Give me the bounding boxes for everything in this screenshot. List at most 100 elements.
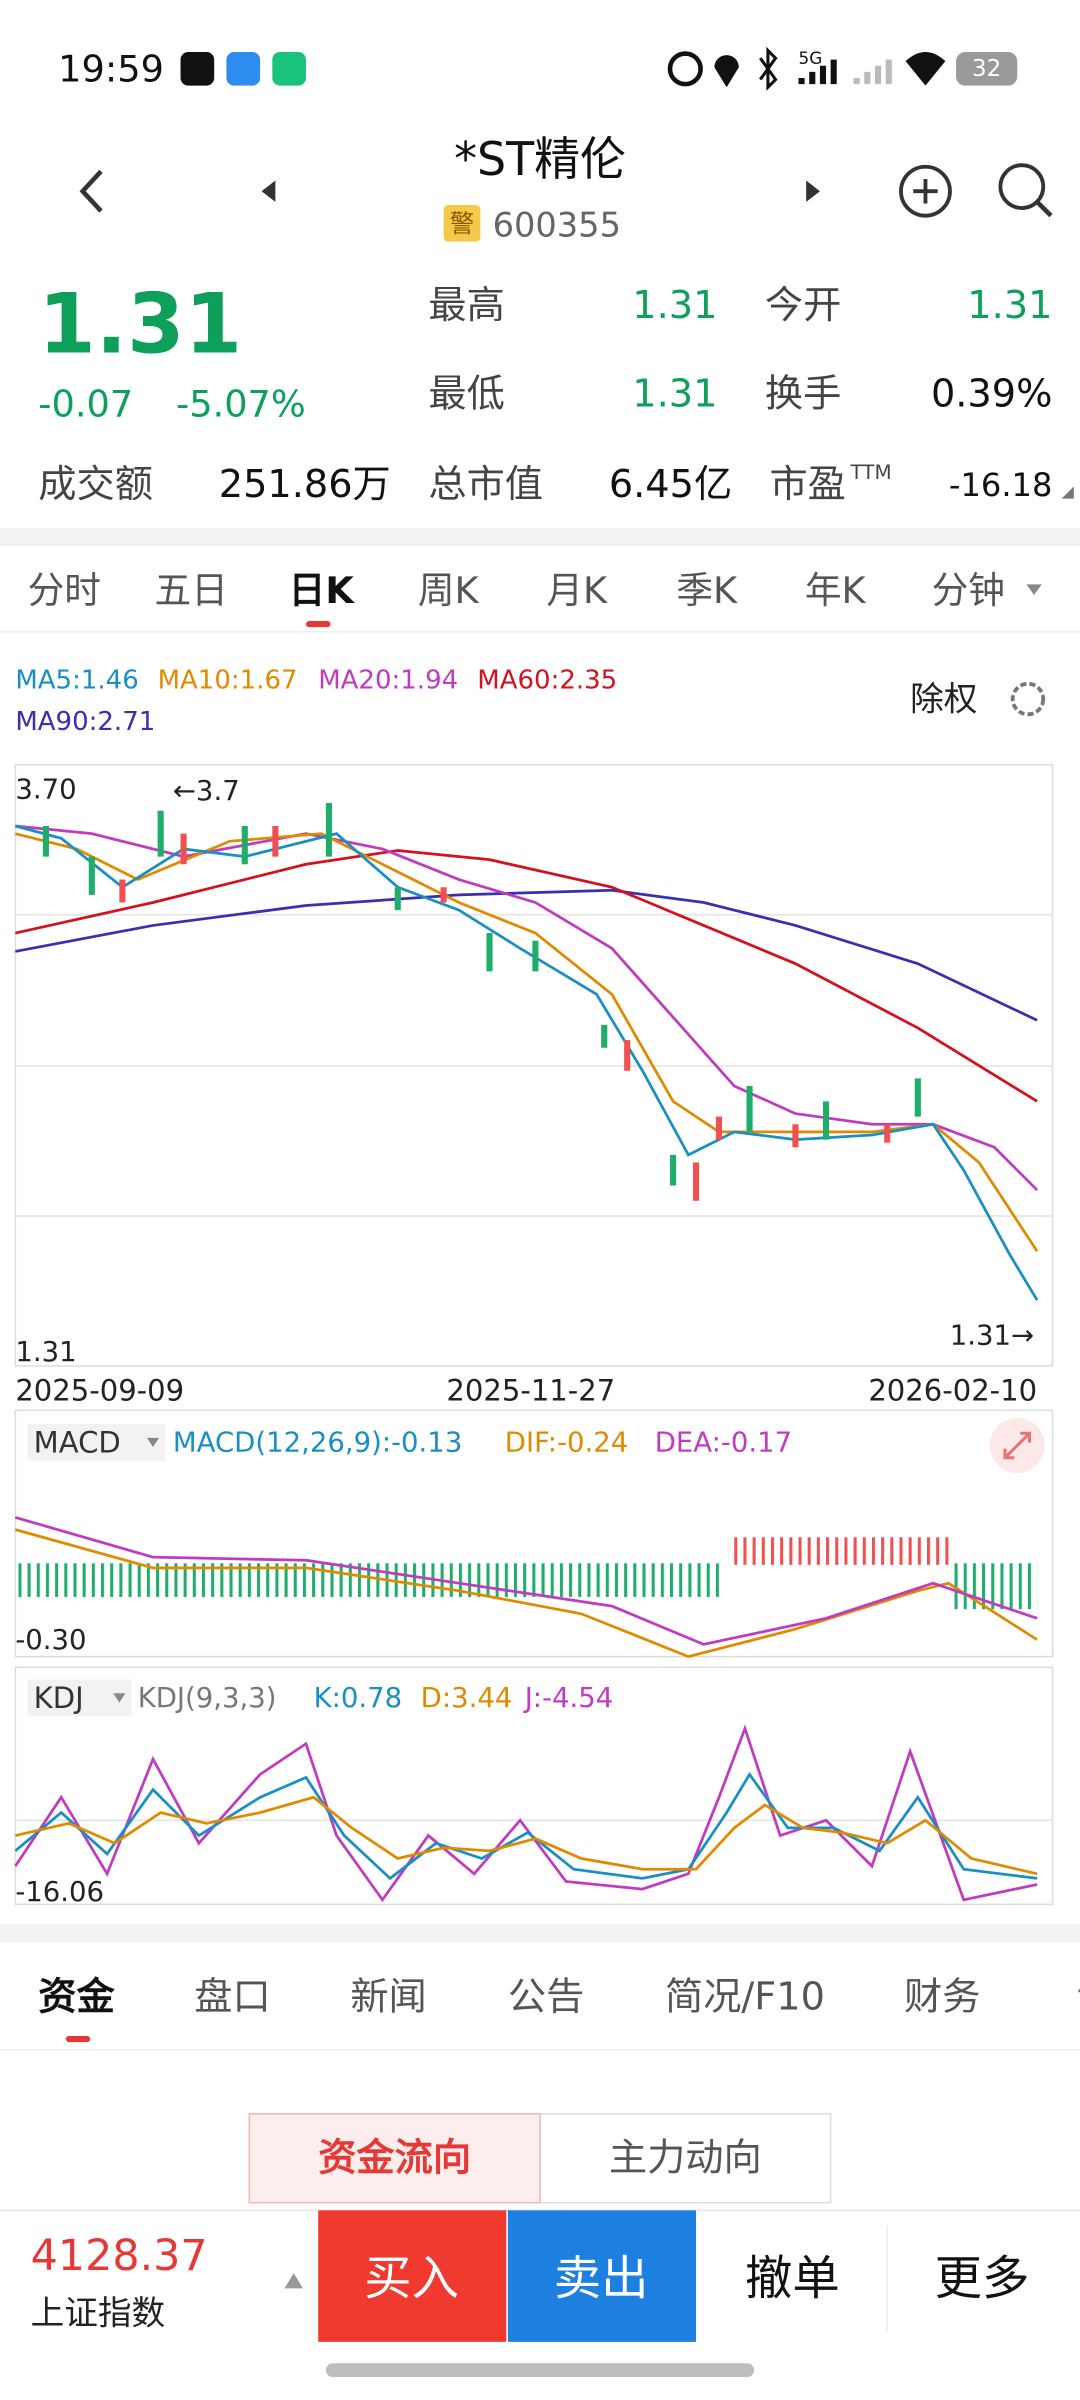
info-tab[interactable]: 新闻 xyxy=(350,1976,426,2020)
next-stock[interactable] xyxy=(806,180,820,202)
indicator-selector[interactable] xyxy=(27,1424,166,1461)
label: 今开 xyxy=(765,284,841,328)
divider xyxy=(0,1924,1080,1943)
macd-chart xyxy=(14,1409,1054,1659)
divider xyxy=(0,527,1080,547)
axis-label: -16.06 xyxy=(15,1876,104,1908)
dropdown-arrow xyxy=(1026,584,1042,596)
buy-label[interactable]: 买入 xyxy=(364,2252,459,2307)
index-value[interactable]: 4128.37 xyxy=(31,2231,208,2281)
date-label: 2026-02-10 xyxy=(868,1373,1037,1407)
back-button[interactable] xyxy=(79,169,103,213)
change: -0.07 xyxy=(38,382,133,425)
ma-legend: MA60:2.35 xyxy=(477,666,617,696)
kdj-legend: J:-4.54 xyxy=(523,1682,614,1714)
period-tab[interactable]: 季K xyxy=(676,569,738,612)
sell-label[interactable]: 卖出 xyxy=(554,2252,649,2307)
max-marker: ←3.7 xyxy=(173,775,240,807)
tab-indicator xyxy=(65,2035,91,2043)
date-label: 2025-09-09 xyxy=(15,1373,184,1407)
label: 最低 xyxy=(428,373,504,417)
ma-legend: MA90:2.71 xyxy=(15,707,155,737)
battery-icon xyxy=(956,52,1018,86)
indicator-name: KDJ xyxy=(34,1681,84,1715)
value: -16.18 xyxy=(949,466,1053,504)
min-marker: 1.31→ xyxy=(950,1319,1034,1351)
adjust-button[interactable]: 除权 xyxy=(910,680,977,719)
value: 6.45亿 xyxy=(609,463,732,507)
info-tab[interactable]: 简况/F10 xyxy=(665,1976,825,2020)
indicator-selector[interactable] xyxy=(27,1679,132,1717)
info-tab[interactable]: 公告 xyxy=(508,1976,584,2020)
macd-legend: DIF:-0.24 xyxy=(505,1426,628,1458)
network-type: 5G xyxy=(799,48,823,68)
settings-button[interactable] xyxy=(1010,681,1046,717)
label: 市盈 xyxy=(769,463,845,507)
info-tab[interactable]: 诊 xyxy=(1077,1976,1080,2020)
label: 成交额 xyxy=(38,463,153,507)
period-tab[interactable]: 五日 xyxy=(155,569,228,612)
dropdown-arrow xyxy=(146,1437,160,1448)
wifi-icon xyxy=(905,52,946,86)
info-tab[interactable]: 资金 xyxy=(38,1976,115,2020)
buy-button[interactable] xyxy=(318,2210,507,2342)
stock-code: 600355 xyxy=(493,205,621,244)
ma-legend: MA5:1.46 xyxy=(15,666,138,696)
signal-icon xyxy=(798,59,837,85)
prev-stock[interactable] xyxy=(261,180,276,202)
change-pct: -5.07% xyxy=(176,382,306,425)
tab-indicator xyxy=(305,621,331,628)
add-button[interactable] xyxy=(899,164,952,218)
warning-badge: 警 xyxy=(450,209,474,238)
label: 总市值 xyxy=(428,463,543,507)
kdj-legend: D:3.44 xyxy=(421,1682,513,1714)
value: 1.31 xyxy=(632,284,717,328)
period-tab[interactable]: 日K xyxy=(289,569,356,612)
search-button[interactable] xyxy=(998,163,1053,218)
label-sup: TTM xyxy=(850,461,892,484)
expand-arrow[interactable] xyxy=(1061,486,1074,499)
period-tab[interactable]: 分钟 xyxy=(932,569,1005,612)
toggle-selected[interactable] xyxy=(248,2113,541,2204)
stock-name: *ST精伦 xyxy=(454,132,626,186)
period-tab[interactable]: 月K xyxy=(546,569,608,612)
kdj-legend: K:0.78 xyxy=(314,1682,403,1714)
more-button[interactable]: 更多 xyxy=(935,2252,1030,2307)
period-tab[interactable]: 分时 xyxy=(28,569,101,612)
app-icon xyxy=(180,52,215,86)
label: 换手 xyxy=(765,373,841,417)
badge xyxy=(443,204,481,242)
ma-legend: MA20:1.94 xyxy=(318,666,458,696)
index-toggle[interactable] xyxy=(284,2273,303,2289)
alarm-icon xyxy=(667,51,703,87)
kdj-legend: KDJ(9,3,3) xyxy=(138,1682,277,1714)
value: 0.39% xyxy=(931,373,1052,417)
label: 最高 xyxy=(428,284,504,328)
sell-button[interactable] xyxy=(507,2210,697,2342)
period-tab[interactable]: 年K xyxy=(805,569,867,612)
period-tab[interactable]: 周K xyxy=(418,569,480,612)
axis-label: 3.70 xyxy=(15,773,76,805)
date-label: 2025-11-27 xyxy=(446,1373,615,1407)
toggle-option[interactable]: 主力动向 xyxy=(609,2136,762,2180)
value: 1.31 xyxy=(632,373,717,417)
app-icon xyxy=(272,52,306,86)
ma-legend: MA10:1.67 xyxy=(158,666,298,696)
status-time: 19:59 xyxy=(58,47,164,90)
index-name[interactable]: 上证指数 xyxy=(31,2293,166,2332)
expand-button[interactable] xyxy=(989,1417,1045,1474)
cancel-button[interactable]: 撤单 xyxy=(745,2252,840,2307)
app-icon xyxy=(226,52,261,86)
price: 1.31 xyxy=(38,276,242,372)
dropdown-arrow xyxy=(113,1693,126,1703)
signal-icon xyxy=(853,59,892,85)
macd-legend: DEA:-0.17 xyxy=(655,1426,792,1458)
axis-label: 1.31 xyxy=(15,1336,76,1368)
toggle-option[interactable]: 资金流向 xyxy=(318,2136,471,2180)
info-tab[interactable]: 财务 xyxy=(904,1976,980,2020)
info-tab[interactable]: 盘口 xyxy=(194,1976,270,2020)
bluetooth-icon xyxy=(759,46,778,91)
macd-legend: MACD(12,26,9):-0.13 xyxy=(173,1426,462,1458)
axis-label: -0.30 xyxy=(15,1624,86,1656)
